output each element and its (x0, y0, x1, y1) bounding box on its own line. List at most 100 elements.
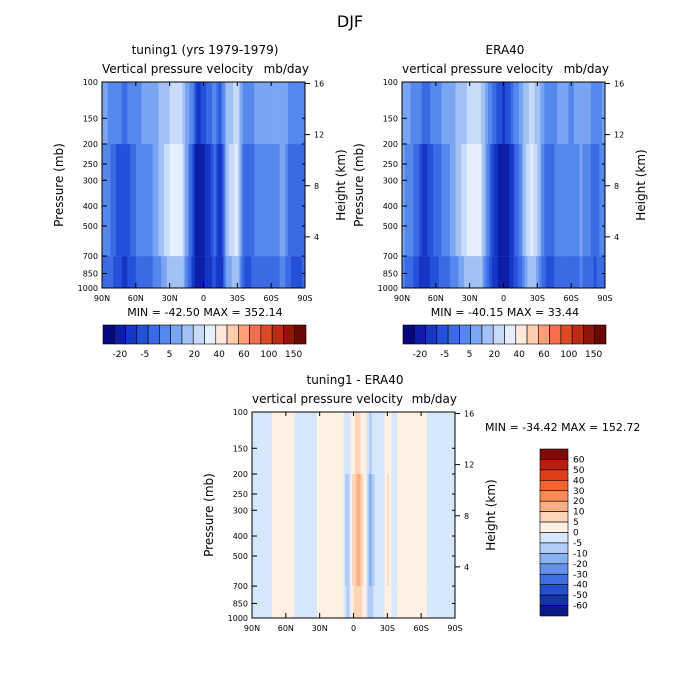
contour-cell (565, 82, 569, 145)
contour-cell (438, 586, 442, 618)
contour-cell (397, 412, 400, 475)
contour-cell (404, 82, 409, 145)
y-right-tick-label: 4 (314, 233, 319, 242)
contour-cell (582, 144, 586, 257)
contour-cell (161, 256, 165, 288)
contour-cell (527, 144, 530, 257)
contour-cell (342, 412, 345, 475)
contour-cell (244, 144, 247, 257)
contour-cell (144, 144, 148, 257)
x-tick-label: 30S (380, 624, 395, 633)
contour-cell (265, 82, 269, 145)
contour-cell (302, 144, 305, 257)
contour-cell (547, 256, 550, 288)
contour-cell (234, 144, 237, 257)
contour-cell (224, 82, 227, 145)
contour-cell (429, 586, 434, 618)
contour-cell (251, 144, 255, 257)
x-tick-label: 60N (278, 624, 294, 633)
contour-cell (330, 586, 333, 618)
contour-cell (340, 412, 343, 475)
contour-cell (259, 144, 264, 257)
contour-cell (185, 256, 188, 288)
contour-cell (172, 256, 176, 288)
contour-cell (576, 256, 581, 288)
contour-cell (489, 144, 492, 257)
contour-cell (418, 144, 423, 257)
y-tick-label: 850 (83, 269, 98, 278)
contour-cell (528, 82, 531, 145)
x-tick-label: 30S (530, 294, 545, 303)
contour-cell (152, 82, 157, 145)
contour-cell (226, 144, 229, 257)
contour-cell (410, 256, 414, 288)
contour-cell (490, 256, 493, 288)
contour-cell (195, 144, 198, 257)
contour-cell (541, 82, 544, 145)
contour-cell (433, 256, 437, 288)
colorbar-swatch (192, 324, 205, 345)
contour-cell (149, 82, 154, 145)
contour-cell (347, 474, 350, 587)
contour-cell (435, 412, 439, 475)
contour-cell (175, 256, 179, 288)
contour-cell (427, 256, 431, 288)
contour-cell (363, 586, 366, 618)
contour-cell (423, 474, 428, 587)
contour-cell (588, 144, 592, 257)
contour-cell (228, 144, 231, 257)
contour-cell (342, 586, 345, 618)
contour-cell (433, 82, 437, 145)
y-tick-label: 250 (233, 490, 248, 499)
contour-cell (421, 412, 425, 475)
contour-cell (322, 412, 326, 475)
contour-cell (141, 144, 145, 257)
contour-cell (247, 144, 250, 257)
contour-cell (513, 82, 516, 145)
contour-cell (340, 474, 343, 587)
contour-cell (133, 144, 137, 257)
contour-cell (520, 256, 523, 288)
contour-cell (447, 82, 451, 145)
colorbar-label: -40 (573, 581, 588, 591)
x-tick-label: 0 (501, 294, 506, 303)
x-tick-label: 30N (312, 624, 328, 633)
contour-cell (336, 586, 339, 618)
contour-cell (370, 586, 373, 618)
contour-cell (288, 82, 292, 145)
contour-cell (203, 82, 206, 145)
contour-cell (209, 82, 212, 145)
contour-cell (404, 474, 408, 587)
contour-cell (380, 586, 383, 618)
contour-cell (534, 82, 537, 145)
contour-cell (260, 474, 264, 587)
contour-cell (319, 586, 324, 618)
contour-cell (392, 412, 395, 475)
contour-cell (314, 586, 318, 618)
contour-cell (127, 144, 131, 257)
contour-cell (178, 144, 182, 257)
colorbar-swatch (136, 324, 149, 345)
contour-cell (503, 144, 506, 257)
contour-cell (427, 82, 431, 145)
contour-cell (302, 474, 307, 587)
x-tick-label: 60N (428, 294, 444, 303)
colorbar-swatch (425, 324, 438, 345)
contour-cell (319, 412, 324, 475)
contour-cell (531, 256, 534, 288)
contour-cell (602, 256, 605, 288)
contour-cell (242, 144, 245, 257)
contour-cell (510, 82, 513, 145)
contour-cell (271, 82, 275, 145)
contour-cell (590, 144, 595, 257)
contour-cell (230, 82, 233, 145)
contour-cell (381, 474, 384, 587)
contour-cell (502, 144, 505, 257)
contour-cell (507, 256, 510, 288)
contour-cell (371, 586, 374, 618)
colorbar-swatch (283, 324, 296, 345)
contour-cell (526, 82, 529, 145)
contour-cell (527, 256, 530, 288)
contour-cell (568, 82, 572, 145)
contour-cell (538, 144, 541, 257)
